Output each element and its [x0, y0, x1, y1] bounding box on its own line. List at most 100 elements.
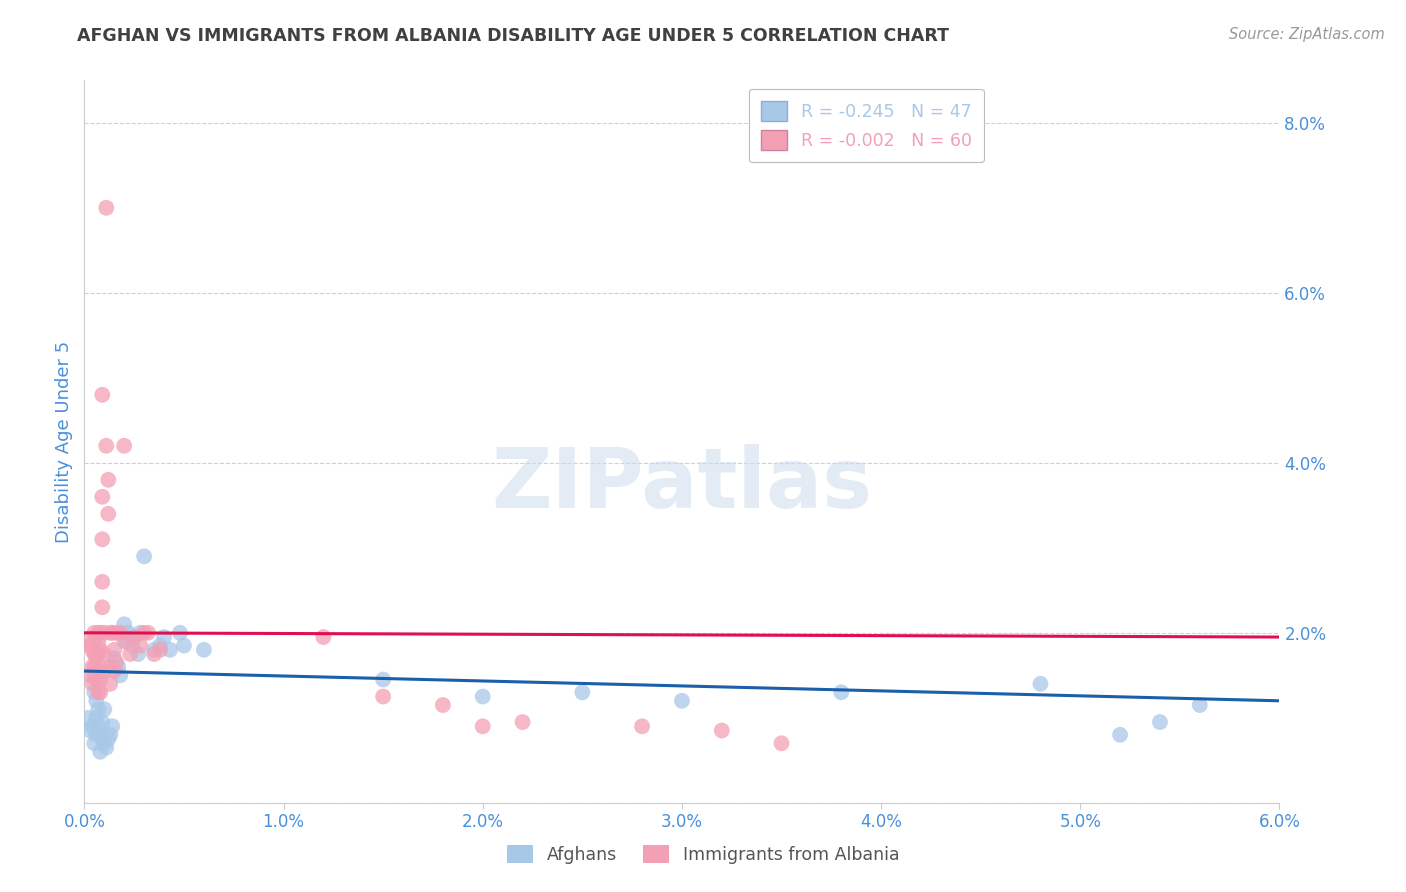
Point — [86, 728, 108, 742]
Point — [89, 745, 111, 759]
Point — [97, 507, 120, 521]
Point — [91, 574, 114, 589]
Point — [1188, 698, 1211, 712]
Point — [82, 660, 104, 674]
Point — [129, 625, 152, 640]
Point — [103, 651, 125, 665]
Point — [112, 617, 135, 632]
Point — [87, 647, 110, 661]
Legend: Afghans, Immigrants from Albania: Afghans, Immigrants from Albania — [496, 835, 910, 874]
Point — [112, 439, 135, 453]
Point — [89, 625, 111, 640]
Point — [159, 642, 181, 657]
Point — [136, 625, 159, 640]
Point — [98, 677, 121, 691]
Point — [149, 639, 172, 653]
Point — [103, 642, 125, 657]
Point — [132, 625, 156, 640]
Point — [86, 651, 108, 665]
Point — [1109, 728, 1132, 742]
Point — [97, 473, 120, 487]
Point — [830, 685, 852, 699]
Point — [127, 647, 149, 661]
Point — [101, 625, 124, 640]
Point — [98, 728, 121, 742]
Point — [512, 714, 534, 729]
Point — [312, 630, 335, 644]
Point — [122, 630, 145, 644]
Point — [101, 719, 124, 733]
Point — [103, 664, 125, 678]
Point — [96, 740, 118, 755]
Y-axis label: Disability Age Under 5: Disability Age Under 5 — [55, 341, 73, 542]
Point — [86, 630, 108, 644]
Text: ZIPatlas: ZIPatlas — [492, 444, 872, 525]
Point — [471, 690, 494, 704]
Point — [87, 685, 110, 699]
Point — [105, 656, 128, 670]
Point — [173, 639, 195, 653]
Point — [91, 533, 114, 547]
Point — [93, 647, 115, 661]
Point — [79, 723, 101, 738]
Point — [82, 719, 104, 733]
Point — [83, 685, 105, 699]
Point — [121, 639, 143, 653]
Point — [79, 668, 101, 682]
Point — [169, 625, 191, 640]
Point — [89, 673, 111, 687]
Point — [432, 698, 454, 712]
Point — [105, 625, 128, 640]
Point — [87, 634, 110, 648]
Point — [86, 673, 108, 687]
Point — [91, 388, 114, 402]
Point — [193, 642, 215, 657]
Point — [710, 723, 733, 738]
Point — [77, 634, 100, 648]
Point — [89, 660, 111, 674]
Point — [93, 625, 115, 640]
Point — [91, 490, 114, 504]
Point — [83, 668, 105, 682]
Point — [120, 647, 142, 661]
Point — [143, 647, 166, 661]
Point — [1029, 677, 1052, 691]
Point — [93, 736, 115, 750]
Point — [89, 642, 111, 657]
Point — [132, 549, 156, 564]
Point — [96, 201, 118, 215]
Point — [91, 600, 114, 615]
Point — [1149, 714, 1171, 729]
Point — [107, 660, 129, 674]
Point — [98, 660, 121, 674]
Point — [93, 664, 115, 678]
Point — [115, 634, 138, 648]
Text: AFGHAN VS IMMIGRANTS FROM ALBANIA DISABILITY AGE UNDER 5 CORRELATION CHART: AFGHAN VS IMMIGRANTS FROM ALBANIA DISABI… — [77, 27, 949, 45]
Point — [82, 642, 104, 657]
Text: Source: ZipAtlas.com: Source: ZipAtlas.com — [1229, 27, 1385, 42]
Legend: R = -0.245   N = 47, R = -0.002   N = 60: R = -0.245 N = 47, R = -0.002 N = 60 — [749, 89, 984, 162]
Point — [110, 625, 132, 640]
Point — [82, 677, 104, 691]
Point — [143, 642, 166, 657]
Point — [129, 639, 152, 653]
Point — [77, 711, 100, 725]
Point — [83, 660, 105, 674]
Point — [112, 634, 135, 648]
Point — [122, 630, 145, 644]
Point — [93, 702, 115, 716]
Point — [83, 625, 105, 640]
Point — [87, 625, 110, 640]
Point — [671, 694, 693, 708]
Point — [373, 673, 395, 687]
Point — [79, 639, 101, 653]
Point — [87, 719, 110, 733]
Point — [89, 728, 111, 742]
Point — [87, 664, 110, 678]
Point — [110, 668, 132, 682]
Point — [83, 736, 105, 750]
Point — [87, 702, 110, 716]
Point — [98, 625, 121, 640]
Point — [770, 736, 793, 750]
Point — [471, 719, 494, 733]
